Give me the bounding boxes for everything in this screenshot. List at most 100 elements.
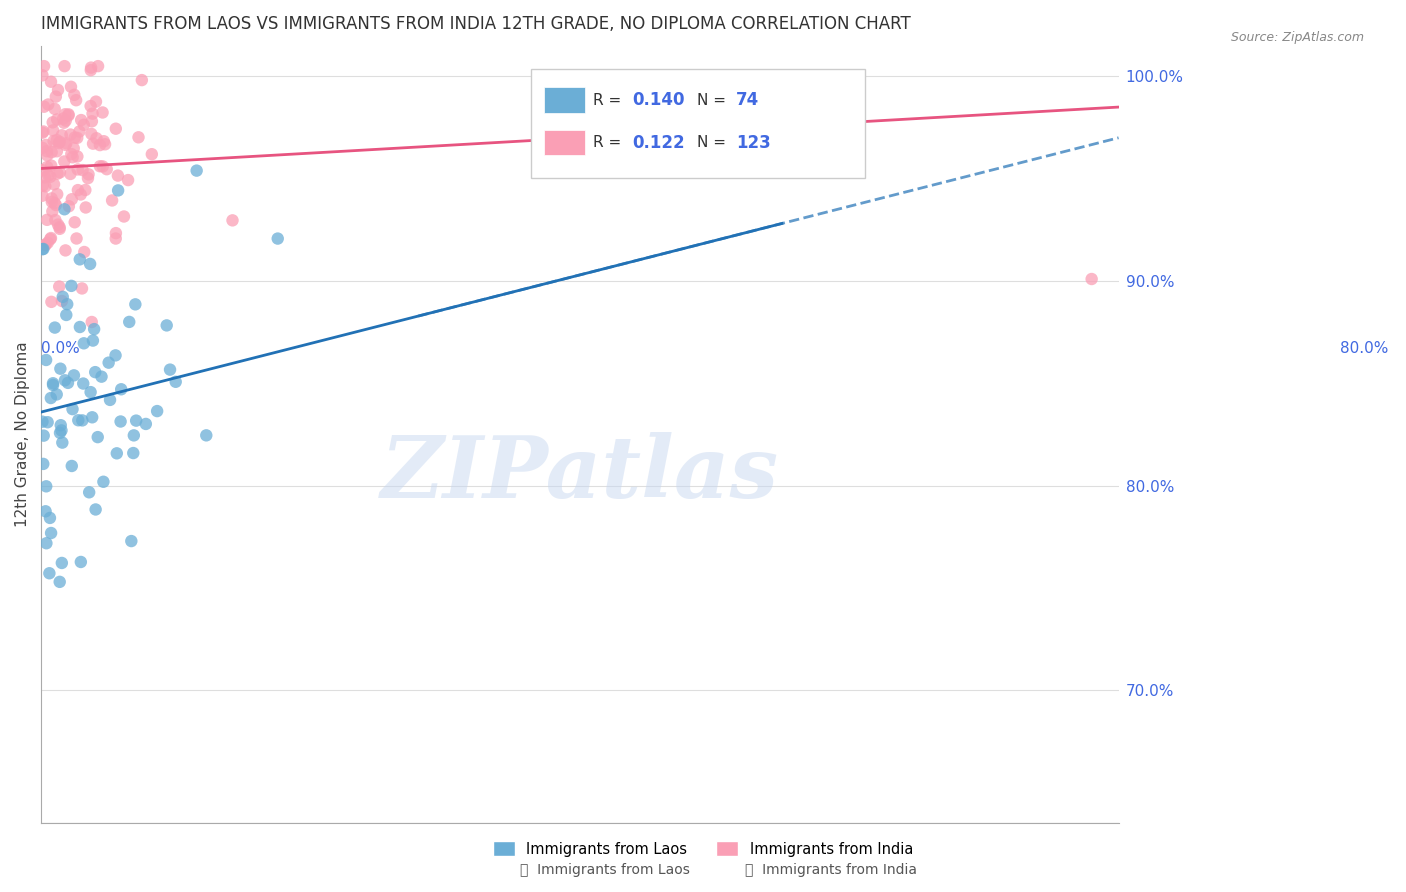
Immigrants from India xyxy=(70,113,93,128)
Immigrants from India xyxy=(55,244,77,258)
Immigrants from Laos xyxy=(120,534,142,549)
Immigrants from Laos xyxy=(32,428,55,442)
Immigrants from India xyxy=(77,171,100,186)
Immigrants from Laos xyxy=(51,435,73,450)
Text: 74: 74 xyxy=(737,91,759,109)
Immigrants from India xyxy=(104,226,127,240)
Immigrants from Laos xyxy=(48,574,70,589)
Immigrants from India xyxy=(91,105,114,120)
Immigrants from India xyxy=(141,147,163,161)
Immigrants from India xyxy=(39,231,62,245)
Immigrants from India xyxy=(55,136,77,151)
Immigrants from Laos xyxy=(31,242,53,256)
Immigrants from Laos xyxy=(105,446,128,460)
Immigrants from India xyxy=(41,204,63,219)
Legend: Immigrants from Laos, Immigrants from India: Immigrants from Laos, Immigrants from In… xyxy=(486,835,920,863)
Immigrants from India xyxy=(80,315,103,329)
Immigrants from Laos xyxy=(49,425,72,440)
Immigrants from India xyxy=(34,238,56,252)
Immigrants from Laos xyxy=(35,479,58,493)
Immigrants from Laos xyxy=(31,415,53,429)
Immigrants from India xyxy=(31,188,53,202)
Immigrants from Laos xyxy=(56,297,79,311)
Immigrants from India xyxy=(53,59,76,73)
Immigrants from India xyxy=(53,107,76,121)
Immigrants from India xyxy=(128,130,150,145)
Immigrants from Laos xyxy=(93,475,115,489)
Immigrants from Laos xyxy=(82,334,104,348)
Immigrants from India xyxy=(46,112,69,127)
Immigrants from India xyxy=(34,237,56,252)
Immigrants from Laos xyxy=(165,375,187,389)
Immigrants from Laos xyxy=(69,555,91,569)
Immigrants from India xyxy=(39,75,62,89)
Text: ZIPatlas: ZIPatlas xyxy=(381,432,779,516)
Text: 🟪  Immigrants from India: 🟪 Immigrants from India xyxy=(745,863,917,877)
Immigrants from Laos xyxy=(32,457,55,471)
Immigrants from Laos xyxy=(84,365,107,379)
Immigrants from India xyxy=(42,178,65,192)
Immigrants from Laos xyxy=(67,413,90,427)
Text: 0.122: 0.122 xyxy=(633,134,685,152)
Immigrants from India xyxy=(58,107,80,121)
Immigrants from India xyxy=(48,220,70,235)
Immigrants from India xyxy=(42,115,65,129)
Immigrants from Laos xyxy=(84,502,107,516)
Immigrants from Laos xyxy=(73,336,96,351)
Immigrants from India xyxy=(45,198,67,212)
Immigrants from India xyxy=(80,127,103,141)
FancyBboxPatch shape xyxy=(544,129,585,155)
Immigrants from India xyxy=(42,134,65,148)
Immigrants from Laos xyxy=(45,387,67,401)
Immigrants from India xyxy=(65,231,87,245)
Immigrants from Laos xyxy=(55,308,77,322)
Immigrants from Laos xyxy=(267,231,290,245)
Immigrants from Laos xyxy=(72,413,94,427)
Immigrants from India xyxy=(84,95,107,109)
Immigrants from India xyxy=(41,194,63,209)
Immigrants from Laos xyxy=(51,556,73,570)
Immigrants from India xyxy=(60,192,83,206)
Immigrants from India xyxy=(221,213,243,227)
Immigrants from India xyxy=(34,179,56,194)
Immigrants from India xyxy=(35,212,58,227)
Immigrants from India xyxy=(39,232,62,246)
Immigrants from Laos xyxy=(110,415,132,429)
Immigrants from India xyxy=(96,162,118,177)
Immigrants from India xyxy=(63,130,86,145)
Immigrants from Laos xyxy=(90,369,112,384)
Immigrants from India xyxy=(49,135,72,149)
Immigrants from India xyxy=(44,196,66,211)
Immigrants from Laos xyxy=(39,511,62,525)
Immigrants from India xyxy=(41,294,63,309)
Immigrants from Laos xyxy=(49,361,72,376)
Immigrants from India xyxy=(75,201,97,215)
Text: 123: 123 xyxy=(737,134,770,152)
Immigrants from India xyxy=(48,222,70,236)
Text: Source: ZipAtlas.com: Source: ZipAtlas.com xyxy=(1230,31,1364,45)
Immigrants from India xyxy=(60,147,83,161)
Immigrants from India xyxy=(72,163,94,178)
Immigrants from India xyxy=(91,160,114,174)
Immigrants from Laos xyxy=(53,202,76,217)
Immigrants from India xyxy=(45,133,67,147)
Immigrants from India xyxy=(32,59,55,73)
Immigrants from Laos xyxy=(107,183,129,197)
Immigrants from Laos xyxy=(79,257,101,271)
Immigrants from India xyxy=(55,113,77,128)
Immigrants from India xyxy=(35,137,58,152)
Immigrants from India xyxy=(31,163,53,178)
Immigrants from India xyxy=(107,169,129,183)
Immigrants from Laos xyxy=(156,318,179,333)
Immigrants from India xyxy=(75,183,97,197)
Immigrants from India xyxy=(46,167,69,181)
Immigrants from India xyxy=(59,79,82,94)
Immigrants from Laos xyxy=(42,378,65,392)
Immigrants from India xyxy=(52,116,75,130)
Immigrants from India xyxy=(51,293,73,308)
Immigrants from India xyxy=(59,167,82,181)
Immigrants from Laos xyxy=(37,415,59,429)
Text: 0.140: 0.140 xyxy=(633,91,685,109)
Immigrants from Laos xyxy=(72,376,94,391)
Immigrants from India xyxy=(53,137,76,152)
